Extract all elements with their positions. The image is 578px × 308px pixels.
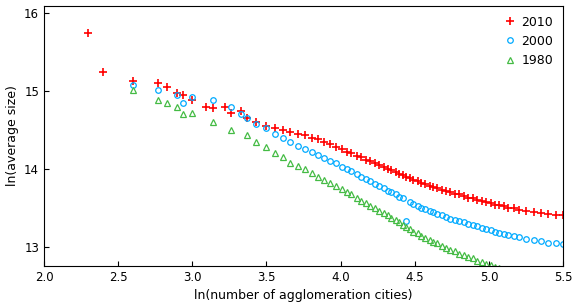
2010	[402, 175, 409, 178]
X-axis label: ln(number of agglomeration cities): ln(number of agglomeration cities)	[194, 290, 413, 302]
2000	[129, 83, 136, 87]
1980	[560, 282, 566, 286]
1980	[347, 192, 354, 196]
2000	[347, 169, 354, 173]
Y-axis label: ln(average size): ln(average size)	[6, 85, 18, 186]
Line: 2010: 2010	[84, 29, 568, 220]
2000	[253, 122, 260, 126]
1980	[129, 88, 136, 91]
1980	[343, 190, 350, 194]
2000	[343, 167, 350, 171]
2000	[560, 242, 566, 246]
2000	[287, 140, 294, 144]
1980	[414, 232, 421, 235]
Line: 1980: 1980	[130, 87, 566, 287]
2010	[327, 142, 334, 146]
2010	[263, 124, 270, 128]
2000	[210, 99, 217, 102]
2010	[511, 207, 518, 210]
2010	[560, 214, 566, 217]
2010	[399, 173, 406, 177]
1980	[253, 140, 260, 144]
2010	[85, 31, 92, 34]
Legend: 2010, 2000, 1980: 2010, 2000, 1980	[500, 12, 557, 71]
1980	[287, 161, 294, 164]
2000	[414, 204, 421, 208]
2010	[272, 127, 279, 130]
1980	[189, 111, 196, 115]
Line: 2000: 2000	[130, 82, 566, 247]
